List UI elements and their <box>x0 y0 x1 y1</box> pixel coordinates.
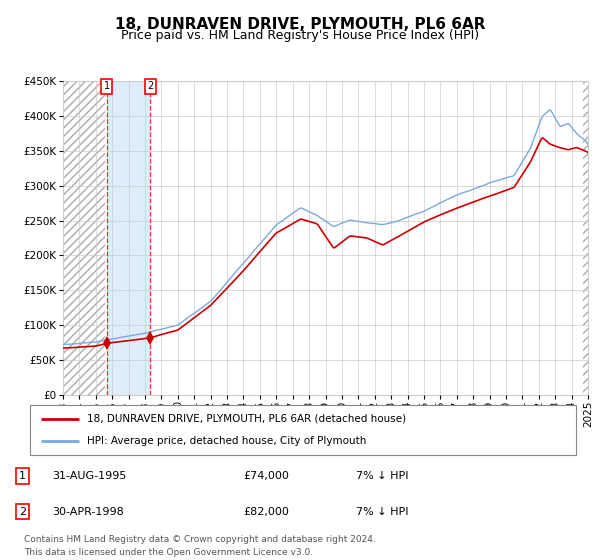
Bar <box>583 81 588 395</box>
Text: 18, DUNRAVEN DRIVE, PLYMOUTH, PL6 6AR (detached house): 18, DUNRAVEN DRIVE, PLYMOUTH, PL6 6AR (d… <box>88 414 406 424</box>
Text: 1: 1 <box>104 81 110 91</box>
Text: HPI: Average price, detached house, City of Plymouth: HPI: Average price, detached house, City… <box>88 436 367 446</box>
Bar <box>63 81 106 395</box>
Text: Contains HM Land Registry data © Crown copyright and database right 2024.: Contains HM Land Registry data © Crown c… <box>24 535 376 544</box>
Text: 18, DUNRAVEN DRIVE, PLYMOUTH, PL6 6AR: 18, DUNRAVEN DRIVE, PLYMOUTH, PL6 6AR <box>115 17 485 32</box>
Text: 31-AUG-1995: 31-AUG-1995 <box>52 471 126 481</box>
Text: 2: 2 <box>19 507 26 517</box>
Text: 2: 2 <box>148 81 154 91</box>
Bar <box>107 81 151 395</box>
Text: 1: 1 <box>19 471 26 481</box>
Text: £74,000: £74,000 <box>244 471 289 481</box>
Text: 7% ↓ HPI: 7% ↓ HPI <box>356 507 409 517</box>
Text: £82,000: £82,000 <box>244 507 289 517</box>
Text: Price paid vs. HM Land Registry's House Price Index (HPI): Price paid vs. HM Land Registry's House … <box>121 29 479 42</box>
Text: 7% ↓ HPI: 7% ↓ HPI <box>356 471 409 481</box>
Text: This data is licensed under the Open Government Licence v3.0.: This data is licensed under the Open Gov… <box>24 548 313 557</box>
Text: 30-APR-1998: 30-APR-1998 <box>52 507 124 517</box>
